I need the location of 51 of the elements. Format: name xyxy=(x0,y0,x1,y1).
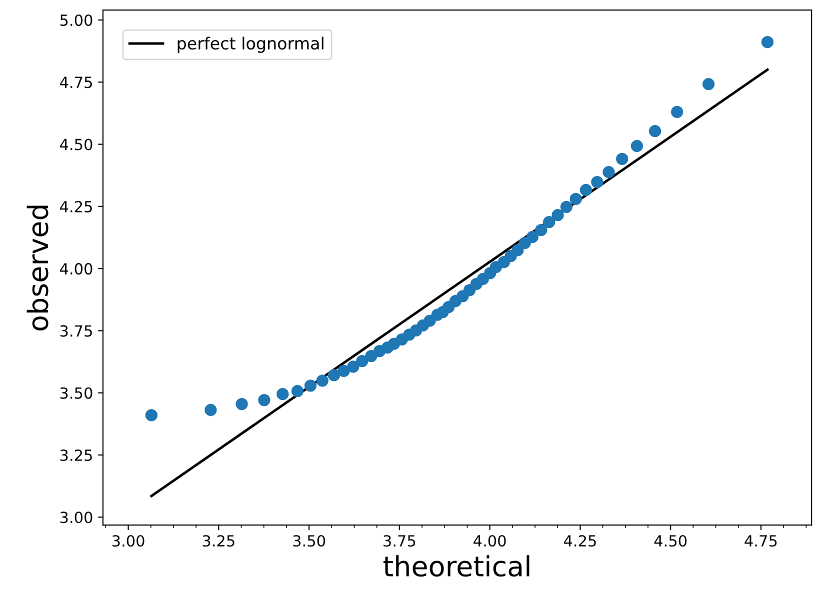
point xyxy=(560,200,573,213)
point xyxy=(761,36,774,48)
point xyxy=(338,364,350,378)
point xyxy=(670,106,684,118)
point xyxy=(276,388,289,400)
point xyxy=(512,244,524,256)
y-tick-label: 4.50 xyxy=(60,138,92,150)
point xyxy=(616,152,628,166)
point xyxy=(304,380,317,392)
x-tick-label: 4.00 xyxy=(474,535,506,547)
y-tick-label: 5.00 xyxy=(60,14,92,26)
point xyxy=(630,140,644,152)
x-tick-label: 3.50 xyxy=(293,535,326,547)
point xyxy=(702,78,715,90)
y-tick-label: 3.25 xyxy=(60,449,92,462)
x-tick-label: 4.75 xyxy=(744,535,777,547)
point xyxy=(204,404,217,416)
y-tick-label: 4.75 xyxy=(60,76,92,88)
point xyxy=(518,236,531,250)
point xyxy=(591,176,604,188)
point xyxy=(356,354,368,368)
point xyxy=(424,314,436,327)
point xyxy=(535,224,548,236)
point xyxy=(291,385,304,398)
point xyxy=(570,192,582,206)
point xyxy=(552,209,564,222)
point xyxy=(258,394,270,406)
y-tick-label: 3.00 xyxy=(60,512,92,524)
legend-label: perfect lognormal xyxy=(178,36,324,53)
x-tick-label: 4.50 xyxy=(654,535,687,547)
point xyxy=(580,184,592,196)
y-axis-title: observed xyxy=(26,206,48,330)
x-tick-label: 3.75 xyxy=(384,535,416,547)
x-tick-label: 4.25 xyxy=(564,535,596,547)
point xyxy=(316,374,328,387)
point xyxy=(365,350,378,362)
y-tick-label: 3.75 xyxy=(60,325,92,337)
y-tick-label: 4.00 xyxy=(60,263,92,275)
x-tick-label: 3.00 xyxy=(112,535,144,547)
point xyxy=(543,216,556,228)
point xyxy=(347,360,360,373)
point xyxy=(526,230,539,244)
point xyxy=(602,166,615,178)
point xyxy=(648,125,662,138)
y-tick-label: 4.25 xyxy=(60,200,92,212)
x-tick-label: 3.25 xyxy=(202,535,234,547)
point xyxy=(328,369,340,382)
x-axis-title: theoretical xyxy=(383,555,530,577)
point xyxy=(145,409,158,422)
y-tick-label: 3.50 xyxy=(60,387,92,399)
point xyxy=(236,398,248,410)
